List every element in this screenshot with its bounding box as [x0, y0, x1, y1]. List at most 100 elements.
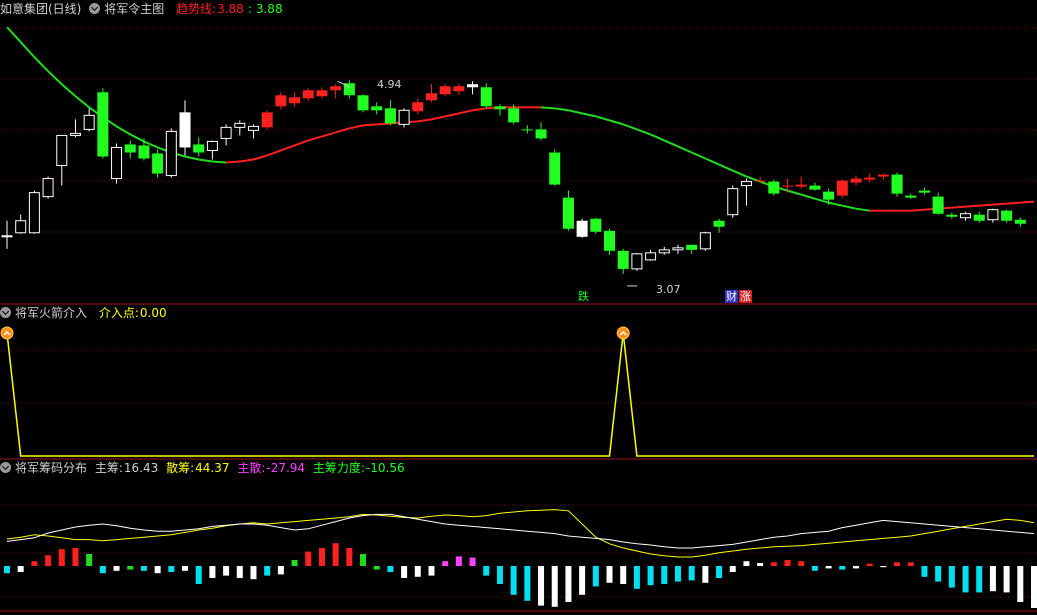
- trend-line-segment: [6, 26, 22, 43]
- chips-bar: [702, 566, 709, 583]
- chips-bar: [277, 566, 284, 575]
- chips-bar: [510, 566, 517, 595]
- candle-body: [508, 108, 520, 123]
- candle-body: [562, 197, 574, 229]
- candle-body: [918, 190, 930, 193]
- dropdown-circle-icon[interactable]: [89, 3, 101, 14]
- trend-line-segment: [33, 56, 49, 72]
- trend-line-segment: [294, 139, 309, 147]
- chips-bar: [729, 566, 736, 572]
- trend-line-segment: [787, 189, 802, 196]
- candle-body: [699, 232, 711, 250]
- trend-line-segment: [663, 139, 679, 148]
- candle-body: [836, 180, 848, 196]
- chips-bar: [592, 566, 599, 587]
- chips-bar: [140, 566, 147, 571]
- candle-body: [193, 144, 205, 153]
- chips-bar: [674, 566, 681, 582]
- candle-body: [576, 220, 588, 237]
- high-arrow-icon: [337, 80, 350, 88]
- candle-body: [754, 180, 766, 182]
- chips-bar: [989, 566, 996, 592]
- candle-body: [480, 87, 492, 107]
- chips-bar: [770, 562, 777, 566]
- trend-line-segment: [376, 122, 391, 126]
- candle-body: [398, 109, 410, 125]
- rocket-title[interactable]: 将军火箭介入: [15, 306, 88, 320]
- chips-title[interactable]: 将军筹码分布: [15, 461, 88, 475]
- candle-body: [97, 92, 109, 157]
- candle-body: [302, 90, 314, 99]
- trend-line-segment: [143, 140, 159, 149]
- candle-body: [877, 174, 889, 177]
- chips-bar: [907, 562, 914, 566]
- chips-bar: [852, 566, 859, 569]
- candle-body: [467, 84, 479, 88]
- candle-body: [973, 214, 985, 221]
- chips-bar: [716, 566, 723, 578]
- stock-title: 如意集团(日线): [0, 2, 82, 16]
- candle-body: [850, 178, 862, 183]
- tag-zhang: 涨: [739, 290, 752, 303]
- chips-bar: [469, 557, 476, 566]
- zs-label: 主散:: [237, 461, 266, 475]
- trend-line-segment: [568, 109, 583, 115]
- candle-body: [960, 213, 972, 219]
- candle-body: [206, 140, 218, 151]
- chips-bar: [113, 566, 120, 571]
- candle-body: [658, 249, 670, 254]
- trend-line-segment: [253, 154, 268, 161]
- trend-line-segment: [979, 203, 993, 207]
- zc-label: 主筹:: [94, 461, 123, 475]
- trend-line-segment: [184, 155, 199, 161]
- trend-line-segment: [239, 158, 254, 163]
- trend-line-segment: [198, 158, 213, 163]
- candle-body: [590, 218, 602, 232]
- candle-body: [179, 112, 191, 148]
- candle-body: [124, 144, 136, 153]
- candle-body: [672, 247, 684, 251]
- low-price-note: 3.07: [656, 283, 681, 296]
- chips-bar: [291, 560, 298, 566]
- trend-line-segment: [266, 149, 282, 157]
- chips-bar: [880, 566, 887, 568]
- candle-body: [371, 106, 383, 111]
- chips-bar: [606, 566, 613, 583]
- dropdown-circle-icon[interactable]: [0, 462, 11, 473]
- trend-line-segment: [595, 115, 610, 122]
- dropdown-circle-icon[interactable]: [0, 307, 11, 318]
- chips-bar: [935, 566, 942, 582]
- chips-bar: [784, 560, 791, 566]
- trend-line-segment: [951, 205, 966, 209]
- trend-line-segment: [226, 160, 240, 164]
- chips-bar: [332, 543, 339, 566]
- chips-bar: [524, 566, 531, 601]
- candle-body: [152, 153, 164, 174]
- candle-body: [261, 112, 273, 128]
- candle-body: [891, 174, 903, 194]
- tag-cai: 财: [725, 290, 738, 303]
- candle-body: [15, 220, 27, 234]
- chips-bar: [442, 561, 449, 566]
- indicator-name[interactable]: 将军令主图: [104, 2, 165, 16]
- candle-body: [946, 214, 958, 217]
- candle-body: [645, 252, 657, 261]
- chips-line-yellow: [6, 509, 1035, 558]
- chips-bar: [743, 561, 750, 566]
- trend-line-segment: [718, 163, 734, 172]
- candle-body: [740, 181, 752, 187]
- candle-body: [425, 93, 437, 101]
- chips-bar: [688, 566, 695, 581]
- trend-line-segment: [1006, 201, 1021, 205]
- chips-bar: [127, 566, 134, 570]
- chips-bar: [866, 563, 873, 566]
- chips-bar: [86, 554, 93, 566]
- high-price-note: 4.94: [377, 78, 402, 91]
- candle-body: [165, 130, 177, 177]
- trend-line-segment: [540, 106, 555, 110]
- chips-bar: [647, 566, 654, 586]
- trend-line-segment: [704, 157, 720, 166]
- candle-body: [234, 122, 246, 128]
- candle-body: [809, 185, 821, 190]
